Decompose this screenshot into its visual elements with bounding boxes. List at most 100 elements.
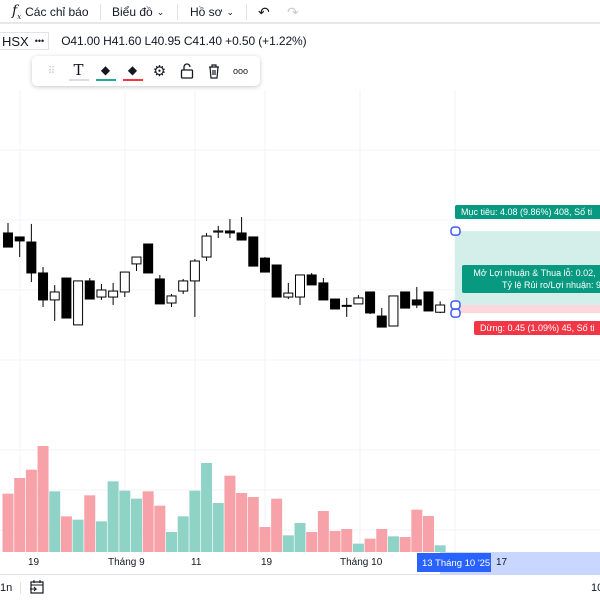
volume-bar xyxy=(95,521,107,552)
crosshair-date-label: 13 Tháng 10 '25 xyxy=(417,553,491,572)
volume-bar xyxy=(49,491,61,552)
loss-zone xyxy=(455,305,600,314)
volume-bar xyxy=(130,498,142,552)
volume-bar xyxy=(399,537,411,552)
target-handle[interactable] xyxy=(450,226,461,236)
candle-body xyxy=(143,243,154,274)
candle-body xyxy=(178,280,189,292)
candle-body xyxy=(365,291,376,314)
bottom-bar: 1n 10 xyxy=(0,576,600,600)
volume-bar xyxy=(294,523,306,552)
volume-bar xyxy=(14,478,26,552)
volume-bar xyxy=(306,532,318,552)
undo-icon[interactable]: ↶ xyxy=(258,3,270,20)
candle-body xyxy=(295,274,305,298)
text-icon[interactable]: T xyxy=(68,61,89,81)
redo-icon[interactable]: ↷ xyxy=(287,3,299,20)
candle-body xyxy=(131,256,142,265)
volume-bar xyxy=(2,493,14,552)
candle-body xyxy=(189,260,200,282)
function-icon: fx xyxy=(12,3,22,21)
interval-button[interactable]: 1n xyxy=(0,582,22,594)
pnl-label: Mở Lợi nhuận & Thua lỗ: 0.02, Tỷ lệ Rủi … xyxy=(462,265,600,293)
ohlc-values: O41.00 H41.60 L40.95 C41.40 +0.50 (+1.22… xyxy=(61,34,307,48)
settings-icon[interactable]: ⚙ xyxy=(152,63,167,80)
target-label: Mục tiêu: 4.08 (9.86%) 408, Số ti xyxy=(455,205,600,219)
calendar-goto-icon[interactable] xyxy=(29,579,45,598)
entry-handle[interactable] xyxy=(450,300,461,310)
candle-body xyxy=(166,295,177,304)
trash-icon[interactable] xyxy=(204,61,224,81)
volume-bar xyxy=(212,503,224,552)
exchange-label: HSX xyxy=(2,33,29,49)
fill-color-icon[interactable]: ◆ xyxy=(95,61,116,81)
top-toolbar: fx Các chỉ báo Biểu đồ ⌄ Hồ sơ ⌄ ↶ ↷ xyxy=(0,0,600,24)
candle-body xyxy=(224,230,235,234)
chart-menu-button[interactable]: Biểu đồ ⌄ xyxy=(112,3,164,21)
volume-bar xyxy=(411,509,423,552)
indicators-button[interactable]: fx Các chỉ báo xyxy=(12,3,89,21)
candle-body xyxy=(306,274,317,286)
drag-handle-icon[interactable]: ⠿ xyxy=(47,65,56,77)
volume-bar xyxy=(142,491,154,552)
risk-reward-text: Tỷ lệ Rủi ro/Lợi nhuận: 9 xyxy=(502,280,600,290)
candle-body xyxy=(96,289,107,298)
chevron-down-icon: ⌄ xyxy=(226,6,235,17)
symbol-legend: HSX ••• O41.00 H41.60 L40.95 C41.40 +0.5… xyxy=(0,32,307,50)
drawing-toolbar: ⠿ T ◆ ◆ ⚙ ooo xyxy=(32,56,260,86)
candle-body xyxy=(84,280,95,300)
line-color-icon[interactable]: ◆ xyxy=(122,61,143,81)
volume-bar xyxy=(352,543,364,552)
time-label: Tháng 10 xyxy=(340,557,383,568)
volume-bar xyxy=(329,531,341,552)
stop-handle[interactable] xyxy=(450,308,461,318)
candle-body xyxy=(236,232,247,241)
indicators-label: Các chỉ báo xyxy=(25,5,89,19)
candle-body xyxy=(411,299,422,306)
candle-body xyxy=(38,272,49,301)
volume-bar xyxy=(25,469,37,552)
more-icon[interactable]: ooo xyxy=(232,66,249,76)
volume-bar xyxy=(189,490,201,552)
volume-bar xyxy=(271,498,283,552)
chart-menu-label: Biểu đồ xyxy=(112,5,153,19)
pnl-text: Mở Lợi nhuận & Thua lỗ: 0.02, xyxy=(473,268,596,278)
candle-body xyxy=(388,295,399,327)
candle-body xyxy=(73,280,84,326)
candle-body xyxy=(49,291,60,301)
candle-body xyxy=(271,264,282,298)
volume-bar xyxy=(247,497,259,552)
volume-bar xyxy=(434,545,446,552)
stop-label: Dừng: 0.45 (1.09%) 45, Số ti xyxy=(474,321,600,335)
candle-body xyxy=(248,236,259,267)
profile-menu-label: Hồ sơ xyxy=(190,5,223,19)
volume-bar xyxy=(107,481,119,552)
unlock-icon[interactable] xyxy=(177,61,197,81)
volume-bar xyxy=(72,519,84,552)
volume-bar xyxy=(364,538,376,552)
profile-menu-button[interactable]: Hồ sơ ⌄ xyxy=(190,3,234,21)
symbol-box[interactable]: HSX ••• xyxy=(0,32,50,50)
candle-body xyxy=(213,230,224,233)
candle-body xyxy=(353,297,364,305)
candle-body xyxy=(26,241,37,274)
volume-bar xyxy=(259,527,271,552)
volume-bar xyxy=(37,446,49,552)
candle-body xyxy=(376,315,387,328)
time-label: 11 xyxy=(191,557,202,568)
volume-bar xyxy=(224,475,236,552)
time-axis[interactable]: 19 Tháng 9 11 19 Tháng 10 13 Tháng 10 '2… xyxy=(0,552,600,575)
candle-body xyxy=(341,304,352,307)
candle-body xyxy=(108,290,119,298)
volume-bar xyxy=(376,529,388,552)
time-label: Tháng 9 xyxy=(108,557,145,568)
range-button[interactable]: 10 xyxy=(591,582,600,594)
candle-body xyxy=(259,257,270,273)
volume-bar xyxy=(422,516,434,552)
candle-body xyxy=(119,271,130,293)
candle-body xyxy=(330,298,341,310)
more-icon[interactable]: ••• xyxy=(34,36,45,46)
volume-bar xyxy=(201,463,213,552)
candle-body xyxy=(61,277,72,319)
volume-bar xyxy=(236,493,248,552)
